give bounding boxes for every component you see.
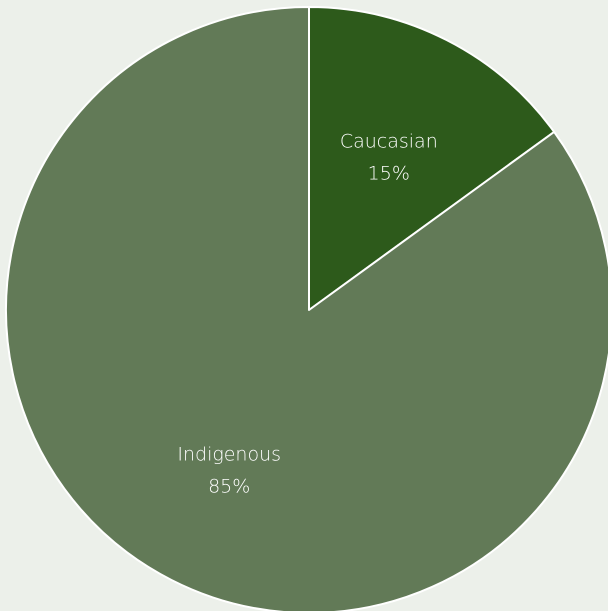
slice-label-caucasian: Caucasian bbox=[340, 130, 438, 152]
labels-layer: Caucasian 15% Indigenous 85% bbox=[177, 130, 437, 497]
slice-value-indigenous: 85% bbox=[208, 476, 250, 498]
slice-label-indigenous: Indigenous bbox=[177, 444, 281, 466]
pie-slice-caucasian bbox=[308, 6, 556, 311]
slices-layer bbox=[5, 6, 608, 611]
pie-slice-indigenous bbox=[5, 6, 608, 611]
slice-value-caucasian: 15% bbox=[368, 162, 410, 184]
